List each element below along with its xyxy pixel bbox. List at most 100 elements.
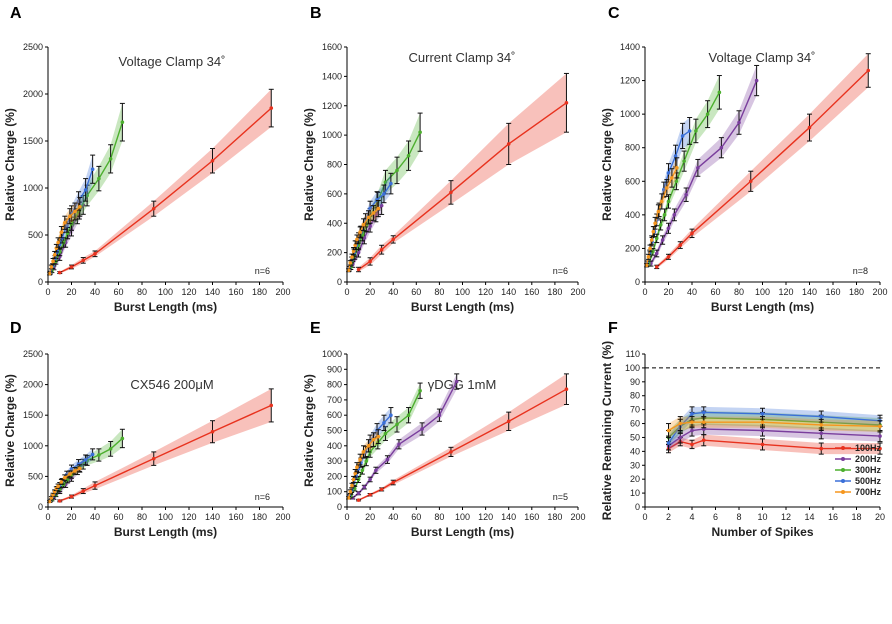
x-axis-label: Burst Length (ms)	[114, 525, 217, 539]
data-point	[564, 101, 569, 105]
data-point	[49, 265, 54, 269]
data-point	[690, 412, 694, 416]
data-point	[52, 252, 57, 257]
data-point	[662, 187, 666, 192]
y-axis-label: Relative Charge (%)	[3, 108, 17, 221]
error-band	[646, 157, 677, 267]
data-point	[49, 496, 54, 500]
data-point	[108, 447, 113, 451]
x-tick-label: 40	[687, 287, 697, 297]
error-band	[348, 429, 379, 500]
y-tick-label: 100	[327, 487, 342, 497]
legend-entry: 700Hz	[855, 487, 882, 497]
data-point	[353, 243, 358, 248]
y-tick-label: 0	[337, 277, 342, 287]
series-100hz	[654, 53, 871, 270]
y-tick-label: 0	[337, 502, 342, 512]
data-point	[687, 129, 692, 133]
series-line	[53, 204, 84, 269]
data-point	[97, 176, 101, 181]
data-point	[666, 428, 671, 433]
x-tick-label: 180	[252, 287, 267, 297]
x-tick-label: 0	[642, 512, 647, 522]
data-point	[356, 498, 361, 502]
data-point	[371, 437, 376, 442]
y-tick-label: 1200	[620, 76, 640, 86]
data-point	[395, 422, 399, 427]
legend-entry: 300Hz	[855, 465, 882, 475]
data-point	[69, 265, 74, 269]
data-point	[65, 223, 69, 228]
data-point	[653, 221, 657, 226]
panel-label: D	[10, 320, 22, 337]
panel-title: Voltage Clamp 34˚	[119, 54, 226, 69]
data-point	[449, 450, 453, 454]
x-tick-label: 20	[875, 512, 885, 522]
data-point	[78, 466, 82, 471]
data-point	[366, 215, 371, 220]
y-tick-label: 1000	[23, 441, 43, 451]
x-tick-label: 40	[388, 512, 398, 522]
y-tick-label: 2000	[23, 89, 43, 99]
data-point	[437, 413, 442, 418]
series-700hz	[346, 199, 381, 273]
y-tick-label: 1000	[620, 109, 640, 119]
data-point	[819, 414, 824, 419]
data-point	[648, 246, 652, 251]
x-tick-label: 40	[388, 287, 398, 297]
error-band	[49, 197, 80, 275]
data-point	[356, 250, 361, 255]
x-tick-label: 160	[228, 512, 243, 522]
data-point	[666, 226, 671, 231]
y-tick-label: 400	[327, 441, 342, 451]
error-band	[656, 53, 869, 269]
y-tick-label: 20	[630, 474, 640, 484]
data-point	[376, 434, 381, 439]
data-point	[366, 444, 371, 448]
data-point	[358, 230, 362, 234]
x-tick-label: 120	[778, 287, 793, 297]
series-700hz	[346, 429, 381, 500]
x-tick-label: 80	[137, 512, 147, 522]
y-tick-label: 2000	[23, 380, 43, 390]
data-point	[678, 243, 683, 247]
y-tick-label: 0	[635, 502, 640, 512]
error-band	[358, 73, 567, 272]
data-point	[754, 78, 759, 83]
data-point	[47, 271, 52, 276]
y-tick-label: 700	[327, 395, 342, 405]
data-point	[83, 188, 88, 192]
x-axis-label: Burst Length (ms)	[114, 300, 217, 314]
series-700hz	[666, 416, 883, 438]
y-tick-label: 40	[630, 446, 640, 456]
y-tick-label: 1500	[23, 410, 43, 420]
legend-marker	[841, 446, 845, 450]
data-point	[68, 472, 72, 476]
data-point	[649, 238, 654, 242]
x-tick-label: 120	[478, 287, 493, 297]
data-point	[737, 120, 741, 125]
data-point	[680, 134, 685, 138]
data-point	[656, 209, 661, 214]
data-point	[362, 485, 367, 489]
data-point	[362, 236, 367, 240]
panel-title: CX546 200μM	[130, 377, 213, 392]
data-point	[654, 236, 659, 241]
legend-entry: 500Hz	[855, 476, 882, 486]
data-point	[356, 267, 361, 272]
x-tick-label: 12	[781, 512, 791, 522]
data-point	[371, 211, 376, 215]
x-tick-label: 100	[158, 287, 173, 297]
x-tick-label: 180	[849, 287, 864, 297]
legend-marker	[841, 490, 845, 494]
y-tick-label: 80	[630, 391, 640, 401]
data-point	[665, 186, 669, 190]
error-band	[349, 173, 391, 271]
x-tick-label: 140	[501, 287, 516, 297]
y-tick-label: 1400	[620, 42, 640, 52]
n-label: n=8	[853, 266, 868, 276]
data-point	[666, 255, 671, 259]
data-point	[878, 434, 882, 438]
